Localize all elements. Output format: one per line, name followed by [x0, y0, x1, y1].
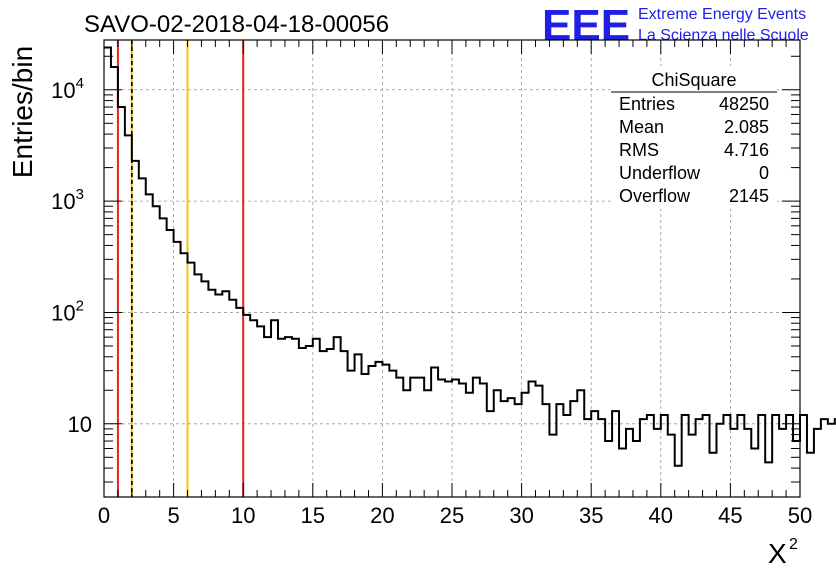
stats-box-background: [611, 66, 777, 209]
chart-title: SAVO-02-2018-04-18-00056: [84, 11, 389, 38]
x-axis-title: X 2: [768, 536, 798, 569]
x-tick-label: 20: [370, 503, 394, 528]
stats-value: 2.085: [724, 117, 769, 137]
stats-label: RMS: [619, 140, 659, 160]
stats-box: ChiSquare Entries 48250 Mean 2.085 RMS 4.716 U…: [611, 66, 777, 209]
x-tick-label: 30: [509, 503, 533, 528]
eee-logo: EEE Extreme Energy Events La Scienza nel…: [542, 1, 809, 50]
histogram-outline: [104, 46, 836, 467]
y-tick-label: 103: [51, 186, 84, 214]
stats-value: 4.716: [724, 140, 769, 160]
x-axis-title-superscript: 2: [789, 536, 798, 553]
x-tick-label: 35: [579, 503, 603, 528]
stats-value: 2145: [729, 186, 769, 206]
eee-logo-line1: Extreme Energy Events: [638, 6, 806, 23]
axis-ticks: [103, 40, 801, 497]
x-tick-label: 5: [167, 503, 179, 528]
y-tick-labels: 10 102 103 104: [51, 75, 92, 437]
x-tick-label: 0: [98, 503, 110, 528]
stats-label: Mean: [619, 117, 664, 137]
stats-label: Overflow: [619, 186, 691, 206]
x-tick-label: 45: [718, 503, 742, 528]
x-tick-labels: 0 5 10 15 20 25 30 35 40 45 50: [98, 503, 812, 528]
y-tick-label: 102: [51, 297, 84, 325]
x-tick-label: 15: [301, 503, 325, 528]
x-axis-title-base: X: [768, 538, 787, 569]
eee-logo-letters: EEE: [542, 1, 630, 50]
stats-title: ChiSquare: [651, 70, 736, 90]
eee-logo-line2: La Scienza nelle Scuole: [638, 27, 809, 44]
x-tick-label: 10: [231, 503, 255, 528]
stats-rows: Entries 48250 Mean 2.085 RMS 4.716 Underflow 0 O…: [619, 94, 769, 206]
histogram: [104, 46, 836, 467]
stats-value: 48250: [719, 94, 769, 114]
y-tick-label: 104: [51, 75, 84, 103]
threshold-lines: [116, 40, 245, 497]
stats-label: Underflow: [619, 163, 701, 183]
x-tick-label: 50: [788, 503, 812, 528]
y-tick-label: 10: [68, 412, 92, 437]
stats-label: Entries: [619, 94, 675, 114]
stats-value: 0: [759, 163, 769, 183]
y-axis-title: Entries/bin: [7, 46, 38, 178]
x-tick-label: 25: [440, 503, 464, 528]
x-tick-label: 40: [649, 503, 673, 528]
